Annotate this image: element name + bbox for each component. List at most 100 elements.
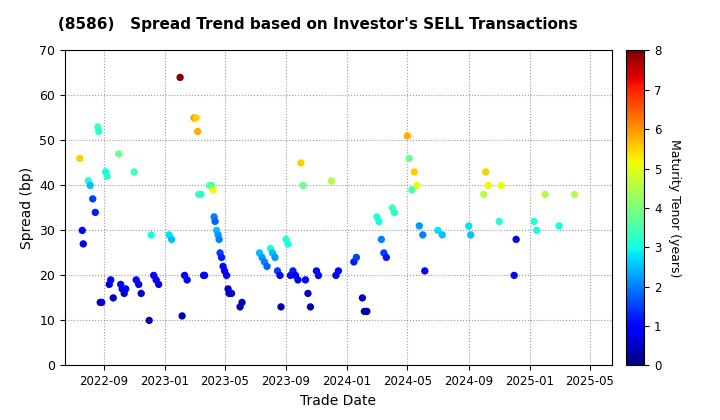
Point: [226, 290, 238, 297]
Point: [213, 236, 225, 243]
Point: [465, 231, 477, 238]
Point: [287, 268, 299, 274]
Point: [271, 268, 283, 274]
Point: [83, 178, 94, 184]
Point: [419, 268, 431, 274]
Point: [493, 218, 505, 225]
Point: [387, 205, 398, 211]
Y-axis label: Maturity Tenor (years): Maturity Tenor (years): [668, 139, 681, 277]
Point: [87, 196, 99, 202]
Point: [92, 123, 104, 130]
Point: [528, 218, 540, 225]
Point: [266, 249, 278, 256]
Point: [265, 245, 276, 252]
Point: [150, 276, 162, 283]
Point: [330, 272, 342, 279]
Point: [211, 227, 222, 234]
Point: [297, 182, 309, 189]
Point: [253, 249, 265, 256]
Point: [348, 259, 359, 265]
Point: [221, 272, 233, 279]
Point: [356, 294, 368, 301]
Point: [325, 178, 337, 184]
Point: [190, 115, 202, 121]
Point: [219, 268, 230, 274]
Point: [208, 213, 220, 220]
Point: [133, 281, 145, 288]
Point: [74, 155, 86, 162]
Point: [222, 286, 234, 292]
Point: [120, 286, 132, 292]
Point: [148, 272, 159, 279]
Point: [531, 227, 542, 234]
Point: [193, 191, 204, 198]
Point: [192, 128, 203, 135]
Point: [261, 263, 273, 270]
Point: [104, 281, 115, 288]
Point: [376, 236, 387, 243]
Point: [408, 168, 420, 175]
Point: [115, 281, 127, 288]
Point: [204, 182, 215, 189]
Point: [305, 304, 316, 310]
Point: [289, 272, 301, 279]
Point: [166, 236, 177, 243]
Point: [275, 304, 287, 310]
Point: [195, 191, 207, 198]
Point: [174, 74, 186, 81]
Point: [236, 299, 248, 306]
Point: [93, 128, 104, 135]
Point: [361, 308, 373, 315]
Point: [78, 241, 89, 247]
Point: [463, 223, 474, 229]
Point: [143, 317, 155, 324]
Point: [179, 272, 190, 279]
Point: [215, 249, 226, 256]
Point: [406, 186, 418, 193]
Point: [117, 286, 128, 292]
Point: [359, 308, 370, 315]
Point: [210, 218, 221, 225]
Point: [432, 227, 444, 234]
Point: [539, 191, 551, 198]
Y-axis label: Spread (bp): Spread (bp): [19, 167, 34, 249]
Point: [198, 272, 210, 279]
Point: [413, 223, 425, 229]
Point: [189, 115, 200, 121]
Point: [510, 236, 522, 243]
Point: [333, 268, 344, 274]
Point: [302, 290, 314, 297]
Point: [76, 227, 88, 234]
Point: [153, 281, 164, 288]
Point: [371, 213, 382, 220]
Point: [181, 276, 193, 283]
Point: [269, 254, 281, 261]
Point: [176, 312, 188, 319]
Point: [119, 290, 130, 297]
Point: [381, 254, 392, 261]
Point: [482, 182, 494, 189]
Point: [436, 231, 448, 238]
Point: [113, 150, 125, 157]
Point: [130, 276, 142, 283]
Point: [105, 276, 117, 283]
Point: [102, 173, 113, 180]
Point: [84, 182, 96, 189]
Point: [403, 155, 415, 162]
Point: [495, 182, 507, 189]
Point: [480, 168, 492, 175]
Point: [256, 254, 268, 261]
Point: [312, 272, 324, 279]
Point: [199, 272, 210, 279]
Point: [135, 290, 147, 297]
Point: [351, 254, 362, 261]
Point: [234, 304, 246, 310]
Point: [258, 259, 270, 265]
Point: [163, 231, 175, 238]
Point: [206, 182, 217, 189]
Point: [223, 290, 235, 297]
Point: [402, 133, 413, 139]
Point: [94, 299, 106, 306]
Point: [373, 218, 384, 225]
X-axis label: Trade Date: Trade Date: [300, 394, 377, 408]
